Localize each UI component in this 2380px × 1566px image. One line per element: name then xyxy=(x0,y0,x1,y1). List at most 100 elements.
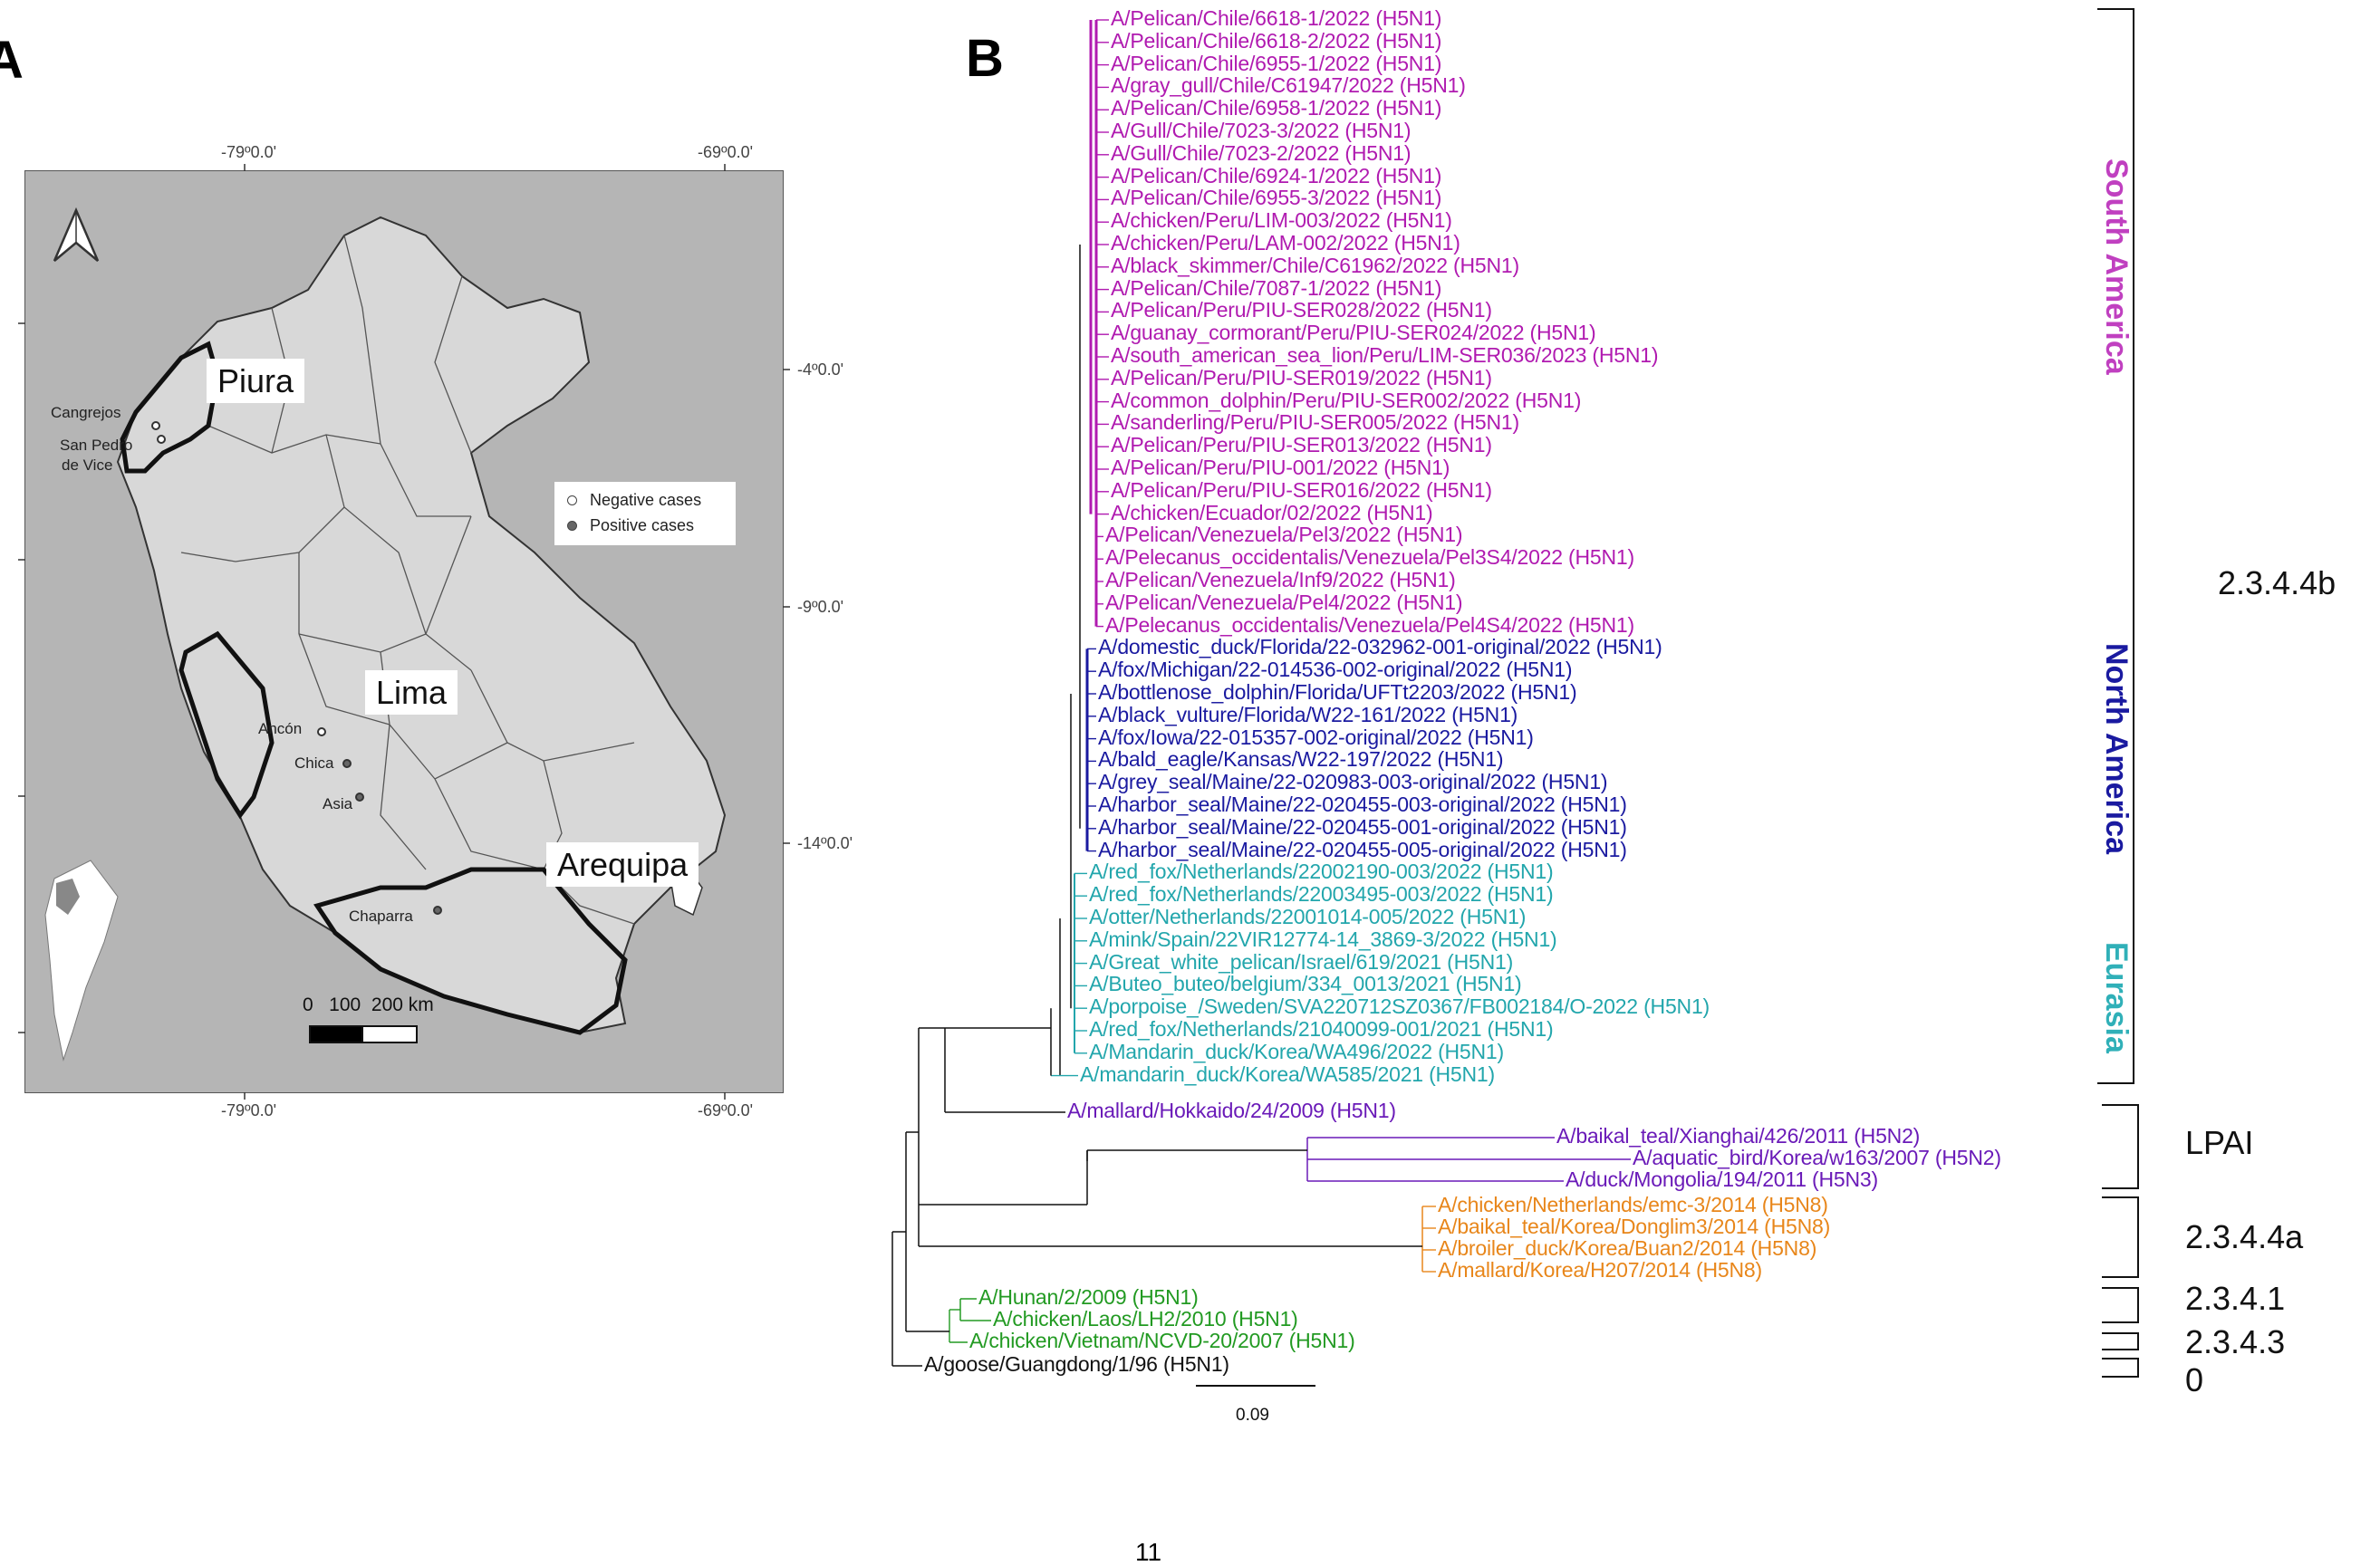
lat-label-3: -14º0.0' xyxy=(797,834,853,852)
clade-label-2343: 2.3.4.3 xyxy=(2185,1323,2286,1360)
bracket-0 xyxy=(2102,1358,2139,1378)
taxon-label: A/Pelican/Chile/6955-1/2022 (H5N1) xyxy=(1111,51,1442,75)
taxon-label: A/harbor_seal/Maine/22-020455-005-origin… xyxy=(1098,837,1627,861)
taxon-label: A/Mandarin_duck/Korea/WA496/2022 (H5N1) xyxy=(1089,1039,1504,1063)
lat-label-1: -4º0.0' xyxy=(797,360,844,379)
taxon-label: A/goose/Guangdong/1/96 (H5N1) xyxy=(924,1352,1229,1376)
bracket-2341 xyxy=(2102,1287,2139,1323)
positive-case-icon xyxy=(567,521,577,531)
taxon-label: A/domestic_duck/Florida/22-032962-001-or… xyxy=(1098,635,1662,659)
taxon-label: A/aquatic_bird/Korea/w163/2007 (H5N2) xyxy=(1633,1146,2001,1169)
page-number: 11 xyxy=(1135,1538,1162,1566)
taxon-label: A/red_fox/Netherlands/22002190-003/2022 … xyxy=(1089,860,1554,884)
taxon-label: A/broiler_duck/Korea/Buan2/2014 (H5N8) xyxy=(1438,1236,1817,1260)
group-label-north-america: North America xyxy=(2099,643,2134,855)
taxon-label: A/otter/Netherlands/22001014-005/2022 (H… xyxy=(1089,905,1527,928)
taxon-label: A/black_skimmer/Chile/C61962/2022 (H5N1) xyxy=(1111,253,1519,277)
point-cangrejos xyxy=(151,421,160,430)
scale-bar-label: 0 100 200 km xyxy=(303,994,434,1015)
point-chica xyxy=(342,759,352,768)
clade-label-2344a: 2.3.4.4a xyxy=(2185,1218,2304,1255)
site-label-chica: Chica xyxy=(294,754,334,772)
taxon-label: A/sanderling/Peru/PIU-SER005/2022 (H5N1) xyxy=(1111,410,1519,435)
map-legend: Negative cases Positive cases xyxy=(554,482,736,545)
point-san-pedro xyxy=(157,435,166,444)
lon-label-bottom-1: -79º0.0' xyxy=(221,1101,277,1119)
taxon-label: A/Pelican/Chile/6618-2/2022 (H5N1) xyxy=(1111,28,1442,53)
taxon-label: A/Pelican/Peru/PIU-SER013/2022 (H5N1) xyxy=(1111,433,1492,457)
bracket-2344a xyxy=(2102,1196,2139,1278)
piura-outline xyxy=(120,341,220,474)
legend-positive-label: Positive cases xyxy=(590,516,695,534)
taxon-label: A/south_american_sea_lion/Peru/LIM-SER03… xyxy=(1111,343,1659,367)
taxon-label: A/red_fox/Netherlands/22003495-003/2022 … xyxy=(1089,882,1554,907)
site-label-ancon: Ancón xyxy=(258,720,303,737)
legend-negative: Negative cases xyxy=(567,491,701,510)
taxon-label: A/porpoise_/Sweden/SVA220712SZ0367/FB002… xyxy=(1089,994,1710,1019)
site-label-cangrejos: Cangrejos xyxy=(51,404,121,421)
taxon-label: A/mallard/Korea/H207/2014 (H5N8) xyxy=(1438,1258,1762,1282)
taxon-label: A/Gull/Chile/7023-3/2022 (H5N1) xyxy=(1111,119,1412,142)
taxon-label: A/black_vulture/Florida/W22-161/2022 (H5… xyxy=(1098,702,1518,726)
taxon-label: A/Pelican/Chile/6955-3/2022 (H5N1) xyxy=(1111,186,1442,210)
taxon-label: A/chicken/Peru/LAM-002/2022 (H5N1) xyxy=(1111,231,1460,255)
point-asia xyxy=(355,793,364,802)
taxon-label: A/Pelican/Peru/PIU-SER016/2022 (H5N1) xyxy=(1111,477,1492,502)
clade-label-2344b: 2.3.4.4b xyxy=(2218,564,2337,601)
taxon-label: A/common_dolphin/Peru/PIU-SER002/2022 (H… xyxy=(1111,388,1582,412)
taxon-label: A/guanay_cormorant/Peru/PIU-SER024/2022 … xyxy=(1111,321,1596,345)
taxon-label: A/Pelican/Peru/PIU-SER028/2022 (H5N1) xyxy=(1111,298,1492,322)
department-boundaries xyxy=(180,235,635,925)
taxon-label: A/fox/Iowa/22-015357-002-original/2022 (… xyxy=(1098,725,1534,749)
taxon-label: A/harbor_seal/Maine/22-020455-001-origin… xyxy=(1098,814,1627,839)
negative-case-icon xyxy=(567,495,577,505)
region-label-arequipa: Arequipa xyxy=(546,842,699,888)
group-label-south-america: South America xyxy=(2099,159,2134,375)
lon-label-top-2: -69º0.0' xyxy=(698,143,754,161)
taxon-label: A/fox/Michigan/22-014536-002-original/20… xyxy=(1098,658,1573,682)
taxon-label: A/Pelican/Venezuela/Pel4/2022 (H5N1) xyxy=(1105,590,1463,614)
taxon-label: A/duck/Mongolia/194/2011 (H5N3) xyxy=(1566,1167,1878,1191)
taxon-label: A/red_fox/Netherlands/21040099-001/2021 … xyxy=(1089,1017,1554,1041)
taxon-label: A/Pelican/Venezuela/Pel3/2022 (H5N1) xyxy=(1105,523,1463,547)
taxon-label: A/Pelican/Chile/6958-1/2022 (H5N1) xyxy=(1111,96,1442,120)
site-label-chaparra: Chaparra xyxy=(349,908,413,925)
taxon-label: A/chicken/Laos/LH2/2010 (H5N1) xyxy=(993,1307,1298,1331)
tree-scale-label: 0.09 xyxy=(1236,1406,1269,1425)
case-points xyxy=(151,421,442,915)
taxon-label: A/mink/Spain/22VIR12774-14_3869-3/2022 (… xyxy=(1089,927,1557,951)
taxon-label: A/chicken/Peru/LIM-003/2022 (H5N1) xyxy=(1111,208,1452,233)
taxon-label: A/Pelican/Chile/6924-1/2022 (H5N1) xyxy=(1111,163,1442,187)
bracket-2344b xyxy=(2097,8,2134,1084)
point-ancon xyxy=(317,727,326,736)
taxon-label: A/mallard/Hokkaido/24/2009 (H5N1) xyxy=(1067,1099,1396,1122)
taxon-label: A/Pelican/Chile/6618-1/2022 (H5N1) xyxy=(1111,6,1442,30)
bracket-lpai xyxy=(2102,1104,2139,1189)
point-chaparra xyxy=(433,906,442,915)
taxon-label: A/mandarin_duck/Korea/WA585/2021 (H5N1) xyxy=(1080,1062,1495,1086)
lon-label-top-1: -79º0.0' xyxy=(221,143,277,161)
taxon-label: A/Great_white_pelican/Israel/619/2021 (H… xyxy=(1089,949,1514,974)
taxon-label: A/Gull/Chile/7023-2/2022 (H5N1) xyxy=(1111,140,1412,165)
scale-bar xyxy=(309,1025,418,1043)
taxon-label: A/chicken/Vietnam/NCVD-20/2007 (H5N1) xyxy=(969,1329,1355,1352)
region-label-lima: Lima xyxy=(365,670,458,716)
site-label-de-vice: de Vice xyxy=(62,456,113,474)
taxon-label: A/gray_gull/Chile/C61947/2022 (H5N1) xyxy=(1111,73,1466,98)
panel-a-label: A xyxy=(0,31,24,90)
taxon-label: A/Pelican/Chile/7087-1/2022 (H5N1) xyxy=(1111,275,1442,300)
map-panel: -79º0.0' -69º0.0' -79º0.0' -69º0.0' -4º0… xyxy=(0,127,853,1119)
group-label-eurasia: Eurasia xyxy=(2099,942,2134,1053)
north-arrow-icon xyxy=(53,207,100,262)
site-label-asia: Asia xyxy=(323,795,353,812)
taxon-label: A/bald_eagle/Kansas/W22-197/2022 (H5N1) xyxy=(1098,747,1504,772)
taxon-label: A/bottlenose_dolphin/Florida/UFTt2203/20… xyxy=(1098,680,1577,704)
taxon-label: A/grey_seal/Maine/22-020983-003-original… xyxy=(1098,770,1608,794)
taxon-label: A/Pelecanus_occidentalis/Venezuela/Pel4S… xyxy=(1105,612,1634,637)
region-label-piura: Piura xyxy=(207,359,305,404)
taxon-label: A/Hunan/2/2009 (H5N1) xyxy=(978,1285,1199,1309)
taxon-label: A/chicken/Netherlands/emc-3/2014 (H5N8) xyxy=(1438,1193,1828,1216)
taxon-label: A/Pelican/Venezuela/Inf9/2022 (H5N1) xyxy=(1105,568,1456,591)
legend-negative-label: Negative cases xyxy=(590,491,702,509)
